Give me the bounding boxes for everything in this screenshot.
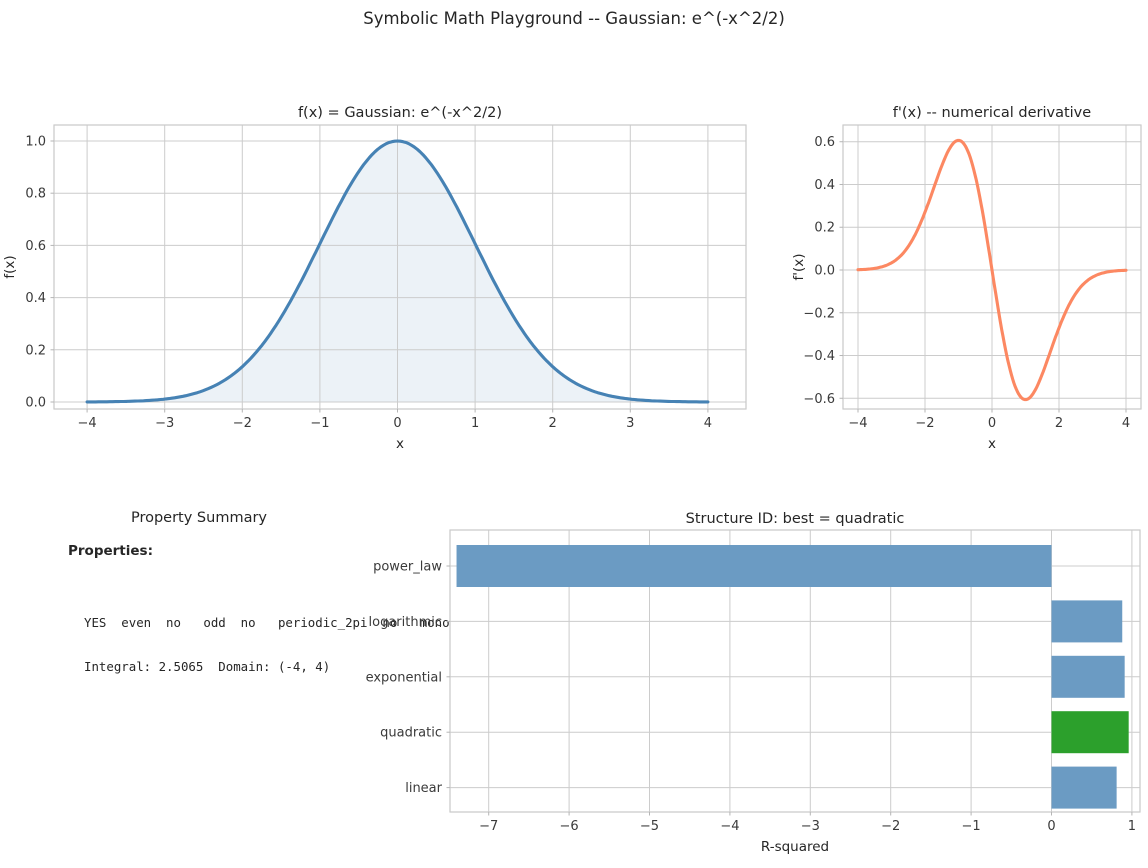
figure-title: Symbolic Math Playground -- Gaussian: e^… <box>363 9 785 28</box>
structure-bar-logarithmic <box>1051 600 1123 643</box>
dfx-x-tick-label: 0 <box>988 416 996 431</box>
properties-line-integral: Integral: 2.5065 Domain: (-4, 4) <box>84 658 331 674</box>
dfx-y-tick-label: 0.6 <box>814 135 835 150</box>
fx-x-tick-label: 0 <box>393 416 401 431</box>
structure-x-tick-label: −3 <box>801 819 820 834</box>
dfx-y-tick-label: −0.6 <box>803 392 835 407</box>
fx-y-tick-label: 0.8 <box>25 187 46 202</box>
fx-y-tick-label: 0.2 <box>25 343 46 358</box>
structure-bar-quadratic <box>1051 711 1129 754</box>
structure-bar-linear <box>1051 766 1117 809</box>
fx-x-tick-label: −3 <box>155 416 174 431</box>
structure-x-tick-label: 1 <box>1128 819 1136 834</box>
structure-bar-exponential <box>1051 655 1125 698</box>
properties-text: YES even no odd no periodic_2pi no mono … <box>84 587 454 703</box>
fx-curve <box>85 139 710 404</box>
fx-ylabel: f(x) <box>2 255 18 278</box>
structure-x-tick-label: −1 <box>962 819 981 834</box>
structure-x-tick-label: −6 <box>560 819 579 834</box>
dfx-y-tick-label: 0.4 <box>814 178 835 193</box>
fx-x-tick-label: 3 <box>626 416 634 431</box>
dfx-x-tick-label: −4 <box>848 416 867 431</box>
properties-line-flags: YES even no odd no periodic_2pi no mono <box>84 615 450 630</box>
fx-axes-border <box>53 124 747 410</box>
fx-x-tick-label: 4 <box>704 416 712 431</box>
dfx-y-tick-label: 0.0 <box>814 264 835 279</box>
dfx-y-tick-label: −0.4 <box>803 349 835 364</box>
dfx-y-tick-label: −0.2 <box>803 306 835 321</box>
structure-xlabel: R-squared <box>761 839 829 855</box>
structure-x-tick-label: −7 <box>479 819 498 834</box>
dfx-ylabel: f'(x) <box>791 254 807 281</box>
fx-y-tick-label: 1.0 <box>25 135 46 150</box>
dfx-x-tick-label: −2 <box>915 416 934 431</box>
fx-x-tick-label: −4 <box>78 416 97 431</box>
dfx-curve <box>856 138 1128 402</box>
fx-y-tick-label: 0.6 <box>25 239 46 254</box>
dfx-y-tick-label: 0.2 <box>814 221 835 236</box>
fx-x-tick-label: −1 <box>310 416 329 431</box>
dfx-x-tick-label: 2 <box>1055 416 1063 431</box>
fx-x-tick-label: 1 <box>471 416 479 431</box>
structure-x-tick-label: −4 <box>720 819 739 834</box>
dfx-title: f'(x) -- numerical derivative <box>893 105 1091 121</box>
structure-x-tick-label: 0 <box>1047 819 1055 834</box>
structure-category-label: linear <box>405 781 442 796</box>
structure-x-tick-label: −5 <box>640 819 659 834</box>
fx-x-tick-label: 2 <box>549 416 557 431</box>
fx-title: f(x) = Gaussian: e^(-x^2/2) <box>298 105 502 121</box>
structure-category-label: exponential <box>366 670 442 685</box>
structure-category-label: logarithmic <box>369 615 443 630</box>
structure-category-label: quadratic <box>380 726 442 741</box>
structure-bar-power_law <box>456 545 1052 587</box>
property-summary-title: Property Summary <box>130 510 268 526</box>
fx-y-tick-label: 0.4 <box>25 291 46 306</box>
fx-y-tick-label: 0.0 <box>25 396 46 411</box>
fx-xlabel: x <box>396 436 404 452</box>
fx-x-tick-label: −2 <box>233 416 252 431</box>
structure-x-tick-label: −2 <box>881 819 900 834</box>
structure-title: Structure ID: best = quadratic <box>686 511 905 527</box>
properties-heading: Properties: <box>68 543 153 559</box>
structure-axes-border <box>449 529 1141 813</box>
dfx-x-tick-label: 4 <box>1122 416 1130 431</box>
structure-category-label: power_law <box>373 560 442 575</box>
dfx-xlabel: x <box>988 436 996 452</box>
